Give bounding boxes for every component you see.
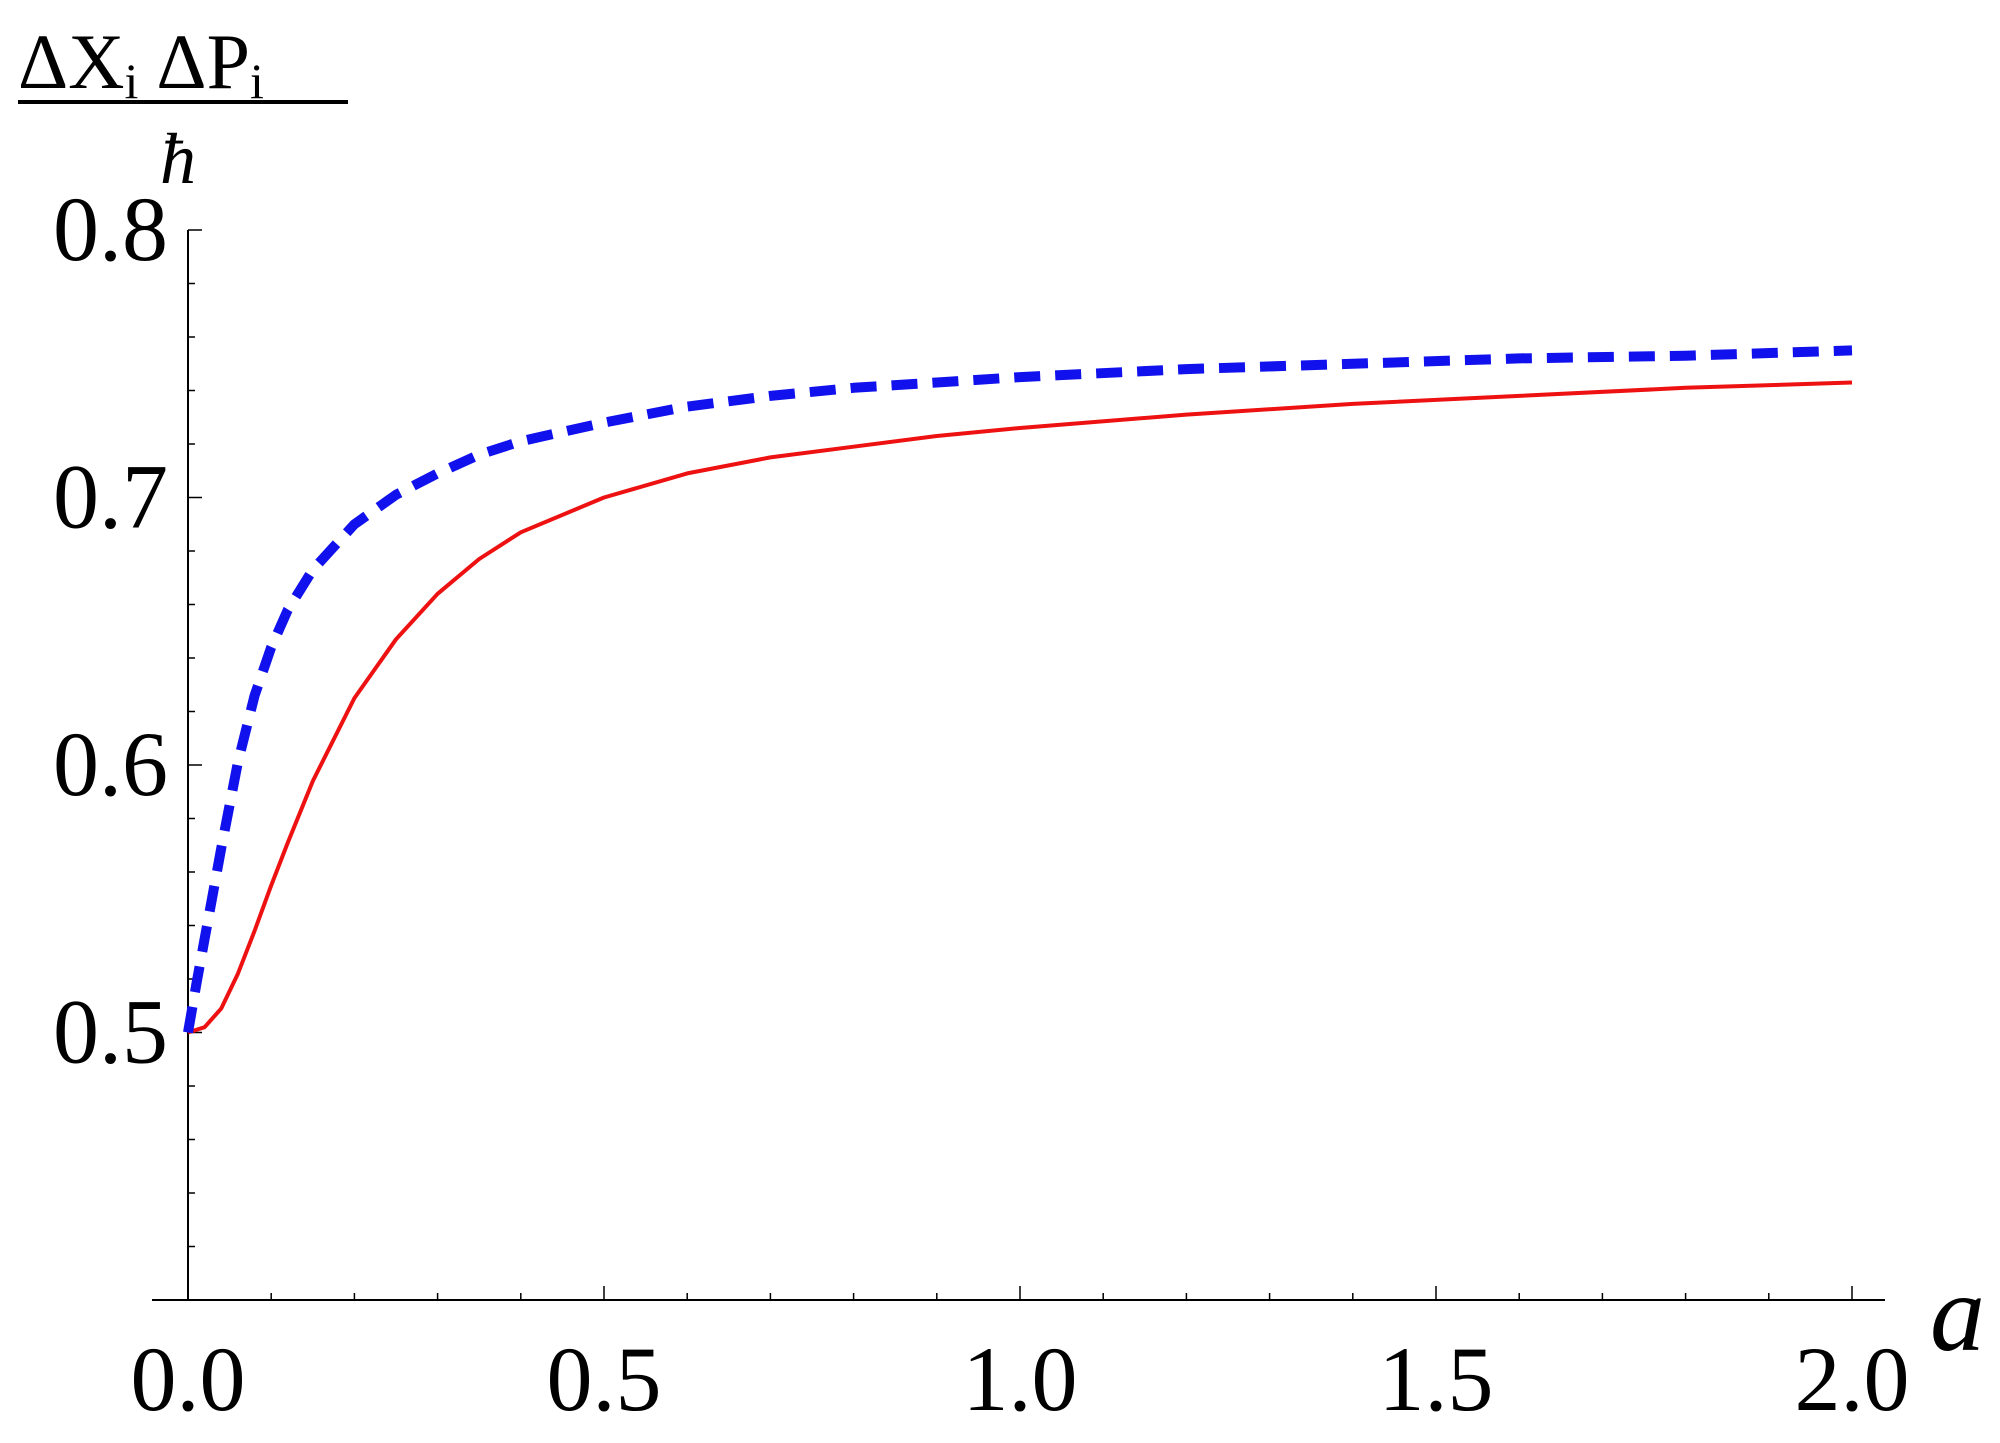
y-tick-label: 0.5 (53, 981, 168, 1083)
y-label-term-1: ΔX (18, 18, 125, 105)
x-tick-label: 0.0 (131, 1328, 246, 1430)
y-tick-label: 0.8 (53, 178, 168, 280)
series-line-solid (187, 380, 1853, 1035)
y-label-sub-2: i (250, 53, 264, 109)
x-axis-label: a (1930, 1252, 1985, 1374)
x-tick-label: 2.0 (1795, 1328, 1910, 1430)
x-tick-label: 1.0 (963, 1328, 1078, 1430)
y-label-term-2: ΔP (156, 18, 250, 105)
tick-labels: 0.0 0.5 1.0 1.5 2.0 0.5 0.6 0.7 0.8 (53, 178, 1910, 1430)
y-tick-label: 0.6 (53, 713, 168, 815)
y-label-numerator: ΔXi ΔPi (18, 18, 264, 109)
series-group (183, 345, 1853, 1035)
series-line-dashed (183, 345, 1853, 1034)
y-label-denominator: ħ (160, 119, 196, 199)
x-tick-label: 0.5 (547, 1328, 662, 1430)
y-label-sub-1: i (125, 53, 139, 109)
ticks (187, 229, 1853, 1301)
x-tick-label: 1.5 (1379, 1328, 1494, 1430)
y-axis-label: ΔXi ΔPi ħ (18, 18, 348, 199)
y-tick-label: 0.7 (53, 446, 168, 548)
